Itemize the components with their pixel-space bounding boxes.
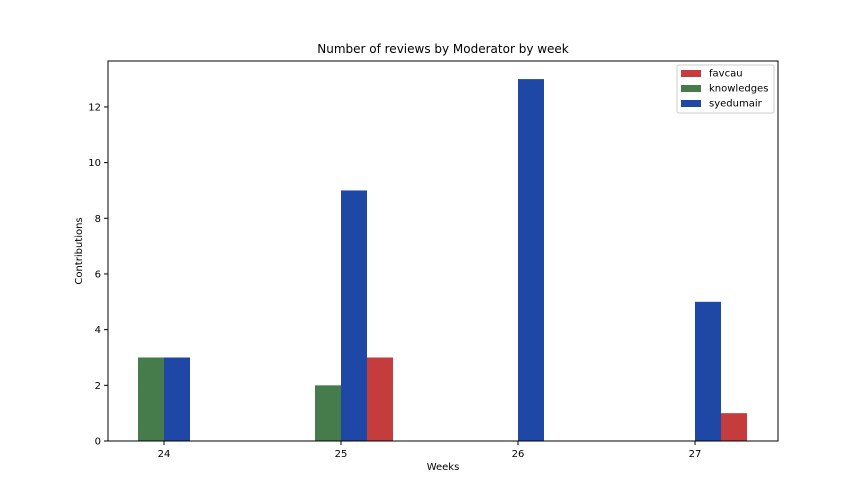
y-tick-label: 4 — [95, 325, 101, 336]
y-tick-label: 6 — [95, 269, 101, 280]
y-tick-label: 0 — [95, 437, 101, 448]
y-axis: 0 2 4 6 8 10 12 — [88, 102, 108, 448]
x-tick-label: 26 — [512, 449, 525, 460]
legend-swatch-favcau — [681, 70, 701, 77]
plot-frame — [107, 60, 779, 442]
legend-label-favcau: favcau — [709, 69, 743, 80]
x-tick-label: 24 — [158, 449, 171, 460]
x-axis: 24 25 26 27 — [158, 441, 702, 460]
y-tick-label: 12 — [88, 102, 101, 113]
y-tick-label: 2 — [95, 381, 101, 392]
x-tick-label: 25 — [335, 449, 348, 460]
legend-box — [676, 64, 775, 114]
bar-knowledges-week-25 — [315, 385, 341, 441]
y-axis-label: Contributions — [74, 217, 85, 284]
bar-syedumair-week-27 — [695, 301, 721, 441]
bars-layer — [138, 79, 747, 441]
y-tick-label: 8 — [95, 214, 101, 225]
y-tick-label: 10 — [88, 158, 101, 169]
bar-syedumair-week-26 — [518, 79, 544, 441]
legend-label-syedumair: syedumair — [709, 99, 763, 110]
bar-favcau-week-25 — [367, 357, 393, 441]
legend-swatch-syedumair — [681, 100, 701, 107]
x-tick-label: 27 — [689, 449, 702, 460]
bar-favcau-week-27 — [721, 413, 747, 441]
bar-syedumair-week-25 — [341, 190, 367, 441]
legend-swatch-knowledges — [681, 85, 701, 92]
bar-knowledges-week-24 — [138, 357, 164, 441]
legend: favcau knowledges syedumair — [676, 64, 775, 114]
legend-label-knowledges: knowledges — [709, 84, 768, 95]
chart-title: Number of reviews by Moderator by week — [317, 42, 569, 56]
x-axis-label: Weeks — [427, 462, 460, 473]
bar-syedumair-week-24 — [164, 357, 190, 441]
